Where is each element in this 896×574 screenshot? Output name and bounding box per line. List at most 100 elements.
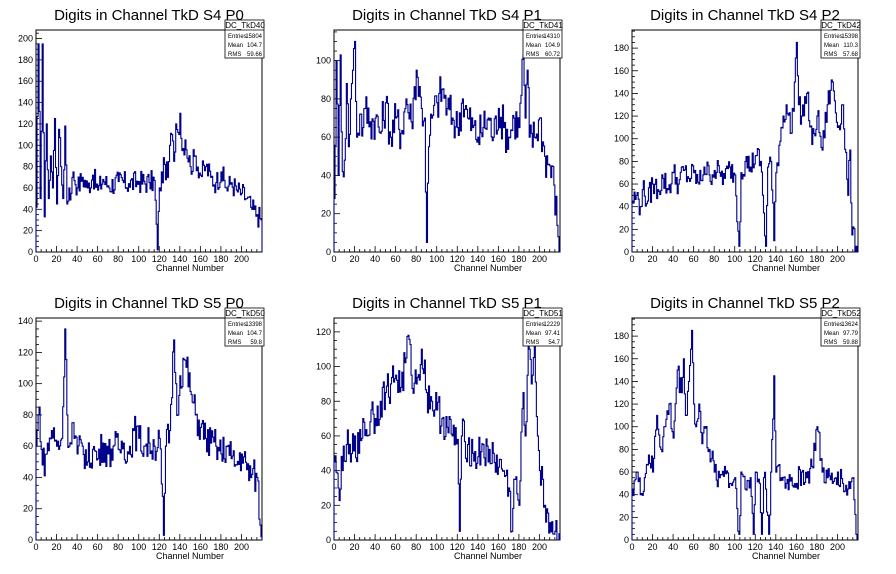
stats-row-label: Entries: [228, 34, 247, 40]
y-tick-label: 20: [619, 512, 629, 522]
stats-row-value: 12229: [543, 322, 560, 328]
stats-box-frame: [820, 307, 861, 347]
stats-row-label: Mean: [824, 331, 839, 337]
x-axis-label: Channel Number: [156, 263, 224, 273]
x-tick-label: 0: [33, 542, 38, 552]
x-tick-label: 40: [668, 254, 678, 264]
stats-row-value: 15398: [841, 34, 858, 40]
y-tick-label: 140: [18, 316, 33, 326]
x-tick-label: 180: [213, 254, 228, 264]
y-tick-label: 40: [321, 466, 331, 476]
stats-row-label: Mean: [228, 43, 243, 49]
stats-row-value: 104.7: [247, 331, 263, 337]
panel-title: Digits in Channel TkD S5 P2: [650, 295, 840, 312]
x-tick-label: 80: [411, 542, 421, 552]
y-tick-label: 80: [23, 162, 33, 172]
x-tick-label: 0: [331, 254, 336, 264]
y-tick-label: 100: [18, 140, 33, 150]
x-axis-label: Channel Number: [752, 263, 820, 273]
x-tick-label: 120: [748, 254, 763, 264]
stats-box-frame: [820, 19, 861, 59]
stats-box-name: DC_TkD52: [821, 309, 861, 318]
x-tick-label: 140: [768, 254, 783, 264]
x-tick-label: 200: [532, 254, 547, 264]
stats-row-value: 54.7: [548, 340, 560, 346]
x-tick-label: 100: [727, 542, 742, 552]
stats-row-value: 110.3: [843, 43, 858, 49]
stats-row-value: 104.7: [247, 43, 263, 49]
x-axis-label: Channel Number: [454, 551, 522, 561]
x-tick-label: 20: [350, 542, 360, 552]
x-tick-label: 0: [629, 542, 634, 552]
histogram-series: [333, 40, 560, 253]
y-tick-label: 80: [23, 410, 33, 420]
x-tick-label: 80: [709, 542, 719, 552]
stats-box-name: DC_TkD42: [821, 21, 861, 30]
x-tick-label: 180: [511, 254, 526, 264]
x-tick-label: 160: [789, 542, 804, 552]
y-tick-label: 120: [316, 327, 331, 337]
x-tick-label: 40: [370, 254, 380, 264]
x-tick-label: 60: [689, 254, 699, 264]
y-tick-label: 0: [326, 247, 331, 257]
histogram-series: [35, 328, 263, 540]
y-tick-label: 0: [624, 535, 629, 545]
y-tick-label: 80: [619, 444, 629, 454]
y-tick-label: 80: [321, 396, 331, 406]
y-tick-label: 0: [28, 247, 33, 257]
x-tick-label: 140: [768, 542, 783, 552]
x-tick-label: 80: [709, 254, 719, 264]
x-tick-label: 120: [152, 254, 167, 264]
y-tick-label: 40: [321, 170, 331, 180]
y-tick-label: 180: [614, 331, 629, 341]
x-tick-label: 140: [172, 542, 187, 552]
histogram-series: [631, 329, 858, 541]
y-tick-label: 40: [619, 490, 629, 500]
x-tick-label: 40: [370, 542, 380, 552]
x-axis-label: Channel Number: [454, 263, 522, 273]
stats-row-label: Mean: [526, 331, 541, 337]
stats-row-label: Mean: [526, 43, 541, 49]
y-tick-label: 100: [18, 379, 33, 389]
x-tick-label: 20: [52, 542, 62, 552]
x-tick-label: 60: [689, 542, 699, 552]
panel-title: Digits in Channel TkD S5 P0: [54, 295, 244, 312]
y-tick-label: 120: [18, 119, 33, 129]
histogram-series: [35, 43, 263, 252]
stats-row-label: Entries: [228, 322, 247, 328]
x-tick-label: 160: [491, 254, 506, 264]
y-tick-label: 0: [624, 247, 629, 257]
y-tick-label: 20: [321, 209, 331, 219]
stats-box-frame: [224, 19, 265, 59]
stats-row-label: RMS: [228, 340, 241, 346]
stats-row-label: Mean: [824, 43, 839, 49]
x-tick-label: 100: [429, 254, 444, 264]
y-tick-label: 160: [18, 76, 33, 86]
panel-title: Digits in Channel TkD S4 P1: [352, 7, 542, 24]
y-tick-label: 120: [614, 111, 629, 121]
x-tick-label: 180: [809, 254, 824, 264]
y-tick-label: 120: [614, 399, 629, 409]
y-tick-label: 20: [321, 500, 331, 510]
y-tick-label: 160: [614, 354, 629, 364]
panel-title: Digits in Channel TkD S5 P1: [352, 295, 542, 312]
stats-row-label: RMS: [526, 340, 539, 346]
histogram-panel: Digits in Channel TkD S4 P1 Channel Numbe…: [316, 7, 563, 273]
stats-row-label: RMS: [824, 340, 837, 346]
y-tick-label: 100: [614, 422, 629, 432]
x-tick-label: 20: [648, 542, 658, 552]
x-tick-label: 100: [131, 542, 146, 552]
x-tick-label: 60: [93, 254, 103, 264]
x-tick-label: 100: [131, 254, 146, 264]
x-tick-label: 60: [391, 542, 401, 552]
x-tick-label: 120: [450, 542, 465, 552]
stats-row-label: Entries: [526, 34, 545, 40]
y-tick-label: 140: [614, 376, 629, 386]
histogram-panel: Digits in Channel TkD S5 P1 Channel Numbe…: [316, 295, 563, 561]
y-tick-label: 80: [321, 94, 331, 104]
